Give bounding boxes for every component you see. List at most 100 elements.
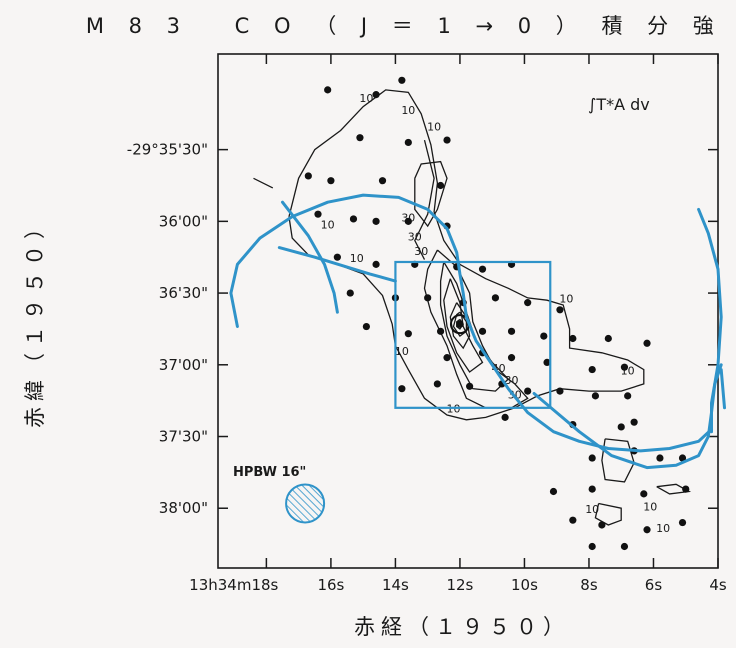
observation-point <box>443 354 451 362</box>
observation-point <box>643 526 651 534</box>
y-tick-label: 38'00" <box>159 499 208 517</box>
peak-dot <box>456 320 464 328</box>
contour-label: 10 <box>401 104 415 117</box>
contour-label: 10 <box>427 121 441 134</box>
x-tick-label: 4s <box>709 576 727 594</box>
observation-point <box>404 217 412 225</box>
contour-label: 10 <box>350 252 364 265</box>
observation-point <box>556 306 564 314</box>
observation-point <box>588 485 596 493</box>
x-tick-label: 16s <box>317 576 344 594</box>
plot-border <box>217 53 719 569</box>
contour-10 <box>594 502 622 526</box>
contour-level-labels: 101010101030303010104030301010101010 <box>321 92 670 535</box>
blue-arm-curve <box>281 200 339 314</box>
observation-point <box>349 215 358 223</box>
contour-label: 10 <box>643 501 657 514</box>
beam-marker: HPBW 16" <box>233 465 326 524</box>
blue-arm-curve <box>277 246 397 283</box>
observation-point <box>443 136 451 144</box>
observation-point <box>372 91 380 99</box>
observation-point <box>620 542 629 551</box>
observation-point <box>588 542 596 551</box>
beam-hatched-circle <box>285 483 326 524</box>
y-tick-label: -29°35'30" <box>127 141 208 159</box>
y-tick-label: 36'30" <box>159 284 208 302</box>
observation-point <box>524 299 532 307</box>
observation-point <box>588 365 596 374</box>
x-tick-label: 10s <box>511 576 538 594</box>
observation-point <box>433 380 441 388</box>
observation-point <box>501 413 509 421</box>
x-tick-label: 14s <box>382 576 409 594</box>
observation-point <box>643 339 651 347</box>
contour-label: 10 <box>559 293 573 306</box>
x-tick-label: 8s <box>580 576 598 594</box>
contour-10 <box>414 139 435 260</box>
contour-label: 30 <box>505 374 519 387</box>
y-tick-labels: -29°35'30" 36'00" 36'30" 37'00" 37'30" 38'00" <box>127 141 208 518</box>
beam-label: HPBW 16" <box>233 465 306 480</box>
integral-annotation: ∫T*A dv <box>588 95 650 114</box>
observation-point <box>436 327 445 335</box>
observation-point <box>678 454 687 462</box>
observation-point <box>569 334 577 343</box>
observation-point <box>304 172 312 180</box>
blue-overlays <box>229 193 726 470</box>
observation-point <box>630 418 638 426</box>
observation-point <box>656 454 664 462</box>
observation-point <box>436 181 445 190</box>
observation-point <box>591 392 600 400</box>
contour-label: 10 <box>656 522 670 535</box>
observation-point <box>378 177 387 185</box>
contour-label: 10 <box>446 403 460 416</box>
observation-point <box>356 134 364 142</box>
observation-point <box>478 265 487 273</box>
observation-point <box>588 454 596 462</box>
observation-point <box>556 387 564 395</box>
observation-point <box>543 358 551 366</box>
observation-point <box>404 330 412 338</box>
observation-point <box>314 210 322 218</box>
observation-point <box>398 385 406 393</box>
y-tick-label: 36'00" <box>159 212 208 230</box>
observation-point <box>507 327 516 335</box>
observation-point <box>507 354 516 362</box>
observation-point <box>678 518 687 527</box>
contour-10 <box>601 438 635 483</box>
blue-arm-curve <box>532 363 723 470</box>
observation-points <box>304 76 690 551</box>
observation-point <box>346 289 354 297</box>
observation-point <box>540 332 548 340</box>
observation-point <box>604 334 612 343</box>
y-axis-label: 赤緯（１９５０） <box>23 212 47 428</box>
axis-ticks <box>218 54 719 568</box>
x-tick-label: 13h34m18s <box>189 576 278 594</box>
observation-point <box>598 521 606 529</box>
blue-arm-curve <box>697 207 723 434</box>
observation-point <box>617 423 625 431</box>
observation-point <box>640 490 648 498</box>
x-tick-label: 12s <box>446 576 473 594</box>
observation-point <box>372 260 380 268</box>
observation-point <box>491 294 500 302</box>
x-tick-labels: 13h34m18s 16s 14s 12s 10s 8s 6s 4s <box>189 576 727 594</box>
observation-point <box>324 86 332 94</box>
plot-frame <box>217 53 719 569</box>
contour-10 <box>656 483 692 495</box>
contour-label: 10 <box>585 503 599 516</box>
contour-label: 30 <box>408 230 422 243</box>
observation-point <box>404 138 412 147</box>
y-tick-label: 37'00" <box>159 356 208 374</box>
observation-point <box>327 177 335 185</box>
contour-label: 10 <box>395 345 409 358</box>
blue-arm-curve <box>229 193 713 453</box>
observation-point <box>478 327 487 335</box>
observation-point <box>549 487 558 496</box>
x-axis-label: 赤経（１９５０） <box>354 615 570 639</box>
observation-point <box>524 387 532 395</box>
observation-point <box>424 294 432 302</box>
observation-point <box>466 382 474 390</box>
observation-point <box>372 217 380 225</box>
